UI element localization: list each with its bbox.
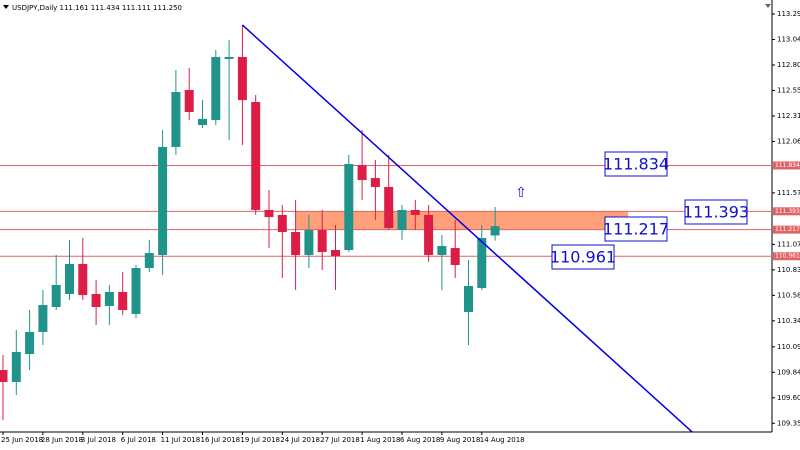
- x-tick-label: 6 Jul 2018: [121, 436, 156, 444]
- level-annotation-box: [551, 244, 615, 270]
- y-tick-label: 109.845: [777, 368, 800, 376]
- candle-body: [184, 89, 194, 113]
- candle-body: [104, 292, 114, 306]
- y-tick-label: 112.310: [777, 112, 800, 120]
- candle-body: [490, 226, 500, 236]
- candle-body: [277, 214, 287, 233]
- candle-body: [397, 209, 407, 231]
- plot-area: [0, 24, 772, 432]
- candle-body: [211, 56, 221, 121]
- candle-body: [424, 214, 434, 255]
- x-tick-label: 14 Aug 2018: [480, 436, 525, 444]
- y-tick-label: 110.585: [777, 291, 800, 299]
- y-tick-label: 112.555: [777, 86, 800, 94]
- candle-body: [25, 331, 35, 355]
- candle-body: [237, 56, 247, 101]
- candle-body: [171, 92, 181, 147]
- candle-body: [91, 293, 101, 307]
- candle-body: [410, 209, 420, 215]
- level-annotation: 111.217: [603, 220, 669, 239]
- x-tick-label: 6 Aug 2018: [400, 436, 440, 444]
- candle-body: [291, 232, 301, 255]
- candle-body: [0, 370, 8, 382]
- x-tick-label: 25 Jun 2018: [1, 436, 43, 444]
- level-annotation: 111.393: [683, 203, 749, 222]
- level-tag: [773, 207, 800, 216]
- x-tick-label: 11 Jul 2018: [161, 436, 201, 444]
- candle-body: [344, 164, 354, 251]
- candle-body: [144, 253, 154, 268]
- candle-body: [51, 284, 61, 307]
- y-tick-label: 111.075: [777, 240, 800, 248]
- x-tick-label: 1 Aug 2018: [360, 436, 400, 444]
- x-tick-label: 16 Jul 2018: [201, 436, 241, 444]
- candle-body: [437, 245, 447, 255]
- candle-body: [224, 56, 234, 59]
- candle-body: [198, 118, 207, 126]
- y-tick-label: 113.045: [777, 36, 800, 44]
- up-arrow: ⇧: [515, 185, 527, 201]
- x-tick-label: 3 Jul 2018: [81, 436, 116, 444]
- candle-body: [65, 263, 74, 294]
- candle-body: [131, 267, 141, 314]
- menu-icon[interactable]: [765, 4, 771, 8]
- candle-body: [158, 146, 168, 255]
- candle-body: [331, 250, 340, 257]
- level-annotation-box: [684, 199, 748, 225]
- candle-body: [38, 305, 48, 332]
- x-tick-label: 27 Jul 2018: [320, 436, 360, 444]
- y-tick-label: 110.090: [777, 343, 800, 351]
- level-tag: [773, 161, 800, 170]
- y-tick-label: 113.290: [777, 10, 800, 18]
- chart-title: USDJPY,Daily 111.161 111.434 111.111 111…: [12, 4, 182, 12]
- y-tick-label: 110.830: [777, 266, 800, 274]
- y-tick-label: 111.570: [777, 189, 800, 197]
- level-annotation: 110.961: [550, 248, 616, 267]
- x-tick-label: 9 Aug 2018: [440, 436, 480, 444]
- level-tag: [773, 252, 800, 261]
- candle-body: [11, 352, 21, 382]
- level-tag-label: 111.393: [775, 208, 800, 215]
- y-tick-label: 109.355: [777, 419, 800, 427]
- candle-body: [78, 263, 88, 296]
- x-tick-label: 28 Jun 2018: [41, 436, 83, 444]
- x-tick-label: 19 Jul 2018: [240, 436, 280, 444]
- level-tag-label: 111.217: [775, 226, 800, 233]
- level-annotation-box: [604, 216, 668, 242]
- candle-body: [251, 102, 261, 210]
- candle-body: [450, 248, 460, 265]
- candle-body: [304, 230, 314, 255]
- candle-body: [357, 165, 367, 181]
- candle-body: [384, 186, 394, 228]
- candle-body: [464, 285, 473, 312]
- candle-body: [264, 209, 274, 218]
- x-tick-label: 24 Jul 2018: [280, 436, 320, 444]
- price-zone: [295, 211, 629, 230]
- level-tag: [773, 225, 800, 234]
- level-tag-label: 110.961: [775, 253, 800, 260]
- level-annotation: 111.834: [603, 155, 669, 174]
- level-tag-label: 111.834: [775, 162, 800, 169]
- candle-body: [477, 237, 487, 288]
- candle-body: [118, 292, 128, 311]
- y-tick-label: 110.340: [777, 317, 800, 325]
- y-tick-label: 109.600: [777, 394, 800, 402]
- menu-icon[interactable]: [3, 5, 9, 9]
- trendline: [241, 24, 694, 432]
- candle-body: [370, 178, 380, 187]
- y-tick-label: 112.065: [777, 137, 800, 145]
- candle-body: [317, 230, 327, 252]
- level-annotation-box: [604, 151, 668, 177]
- y-tick-label: 112.800: [777, 61, 800, 69]
